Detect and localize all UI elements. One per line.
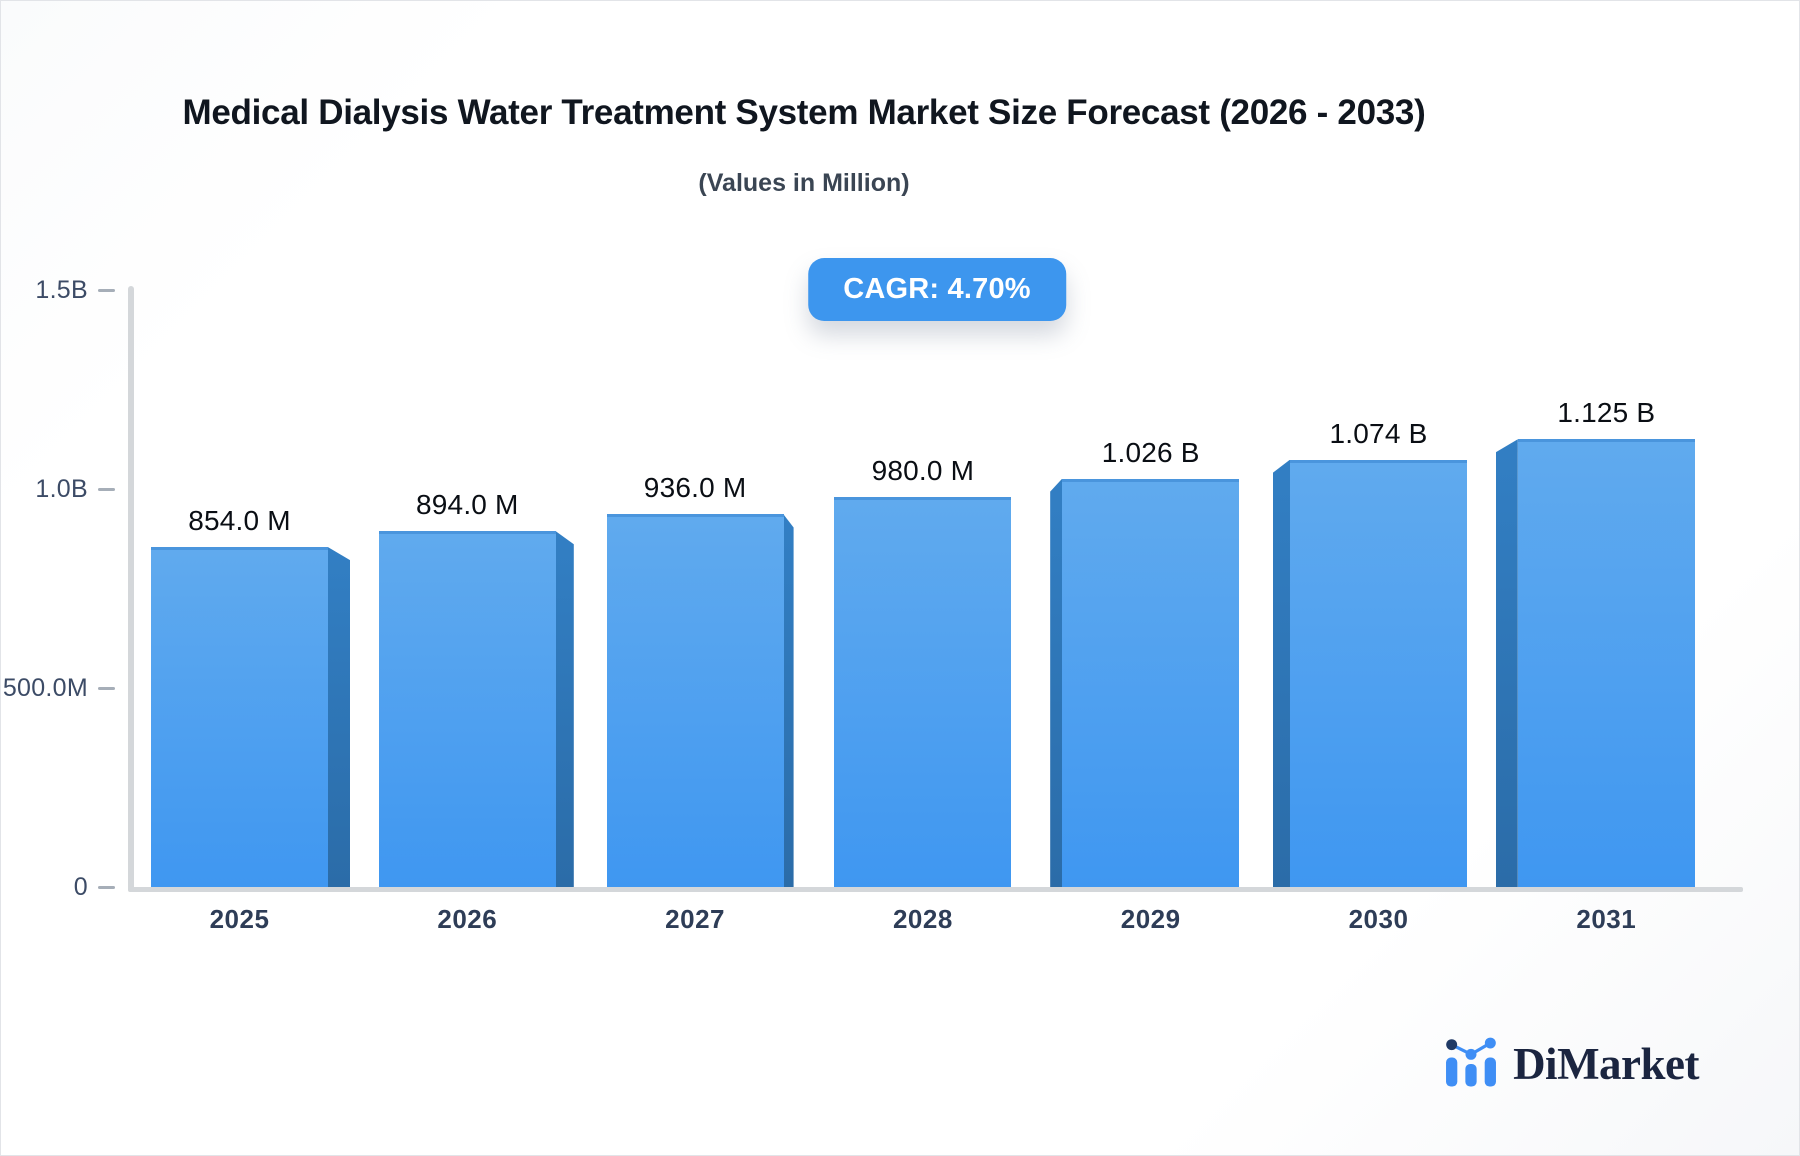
bar-2028: 980.0 M — [834, 455, 1012, 887]
y-tick-1.5B: 1.5B — [1, 275, 115, 304]
y-tick-mark — [98, 487, 115, 491]
bar-2027: 936.0 M — [606, 472, 794, 887]
y-tick-label: 1.0B — [35, 474, 88, 503]
brand-logo: DiMarket — [1442, 1035, 1699, 1093]
bar-line-chart-icon — [1446, 1037, 1497, 1087]
y-tick-0: 0 — [1, 872, 115, 901]
cagr-badge-label: CAGR: 4.70% — [843, 273, 1031, 305]
x-label-2030: 2030 — [1348, 904, 1409, 934]
y-tick-label: 0 — [73, 872, 88, 901]
bar-2030: 1.074 B — [1273, 418, 1467, 887]
bar-value-label-2025: 854.0 M — [188, 505, 291, 537]
bar-value-label-2026: 894.0 M — [416, 489, 519, 521]
x-label-2029: 2029 — [1120, 904, 1181, 934]
bar-3d-side — [328, 547, 350, 887]
y-tick-label: 1.5B — [35, 275, 88, 304]
bar-2031: 1.125 B — [1495, 397, 1695, 887]
y-tick-1.0B: 1.0B — [1, 474, 115, 503]
cagr-badge: CAGR: 4.70% — [808, 258, 1066, 321]
chart-title: Medical Dialysis Water Treatment System … — [182, 93, 1426, 132]
bar-2026: 894.0 M — [378, 489, 574, 887]
x-label-2025: 2025 — [209, 904, 270, 934]
y-tick-mark — [98, 288, 115, 292]
bar-3d-side — [555, 531, 574, 887]
bar-3d-side — [1273, 459, 1290, 887]
bar-3d-side — [1050, 478, 1063, 887]
plot-area: 0 500.0M 1.0B 1.5B 854.0 M 2025 894.0 M 2026 936… — [3, 276, 1743, 934]
bar-2029: 1.026 B — [1050, 437, 1240, 887]
x-label-2031: 2031 — [1576, 904, 1637, 934]
bar-value-label-2028: 980.0 M — [871, 454, 975, 486]
x-axis-line — [128, 887, 1743, 892]
x-label-2027: 2027 — [665, 904, 725, 934]
chart-subtitle: (Values in Million) — [698, 169, 910, 197]
y-tick-500.0M: 500.0M — [1, 673, 115, 702]
y-tick-mark — [98, 885, 115, 889]
bar-value-label-2031: 1.125 B — [1557, 397, 1656, 429]
bar-2025: 854.0 M — [151, 505, 350, 887]
x-label-2026: 2026 — [437, 904, 498, 934]
x-label-2028: 2028 — [892, 904, 953, 934]
y-tick-mark — [98, 686, 115, 690]
bar-value-label-2030: 1.074 B — [1329, 417, 1428, 449]
y-tick-label: 500.0M — [2, 673, 88, 702]
brand-logo-text: DiMarket — [1513, 1038, 1699, 1089]
bar-3d-side — [1495, 439, 1518, 887]
bar-3d-side — [783, 514, 794, 887]
bar-value-label-2027: 936.0 M — [643, 472, 747, 504]
y-axis-line — [128, 286, 134, 892]
bar-value-label-2029: 1.026 B — [1101, 436, 1200, 468]
